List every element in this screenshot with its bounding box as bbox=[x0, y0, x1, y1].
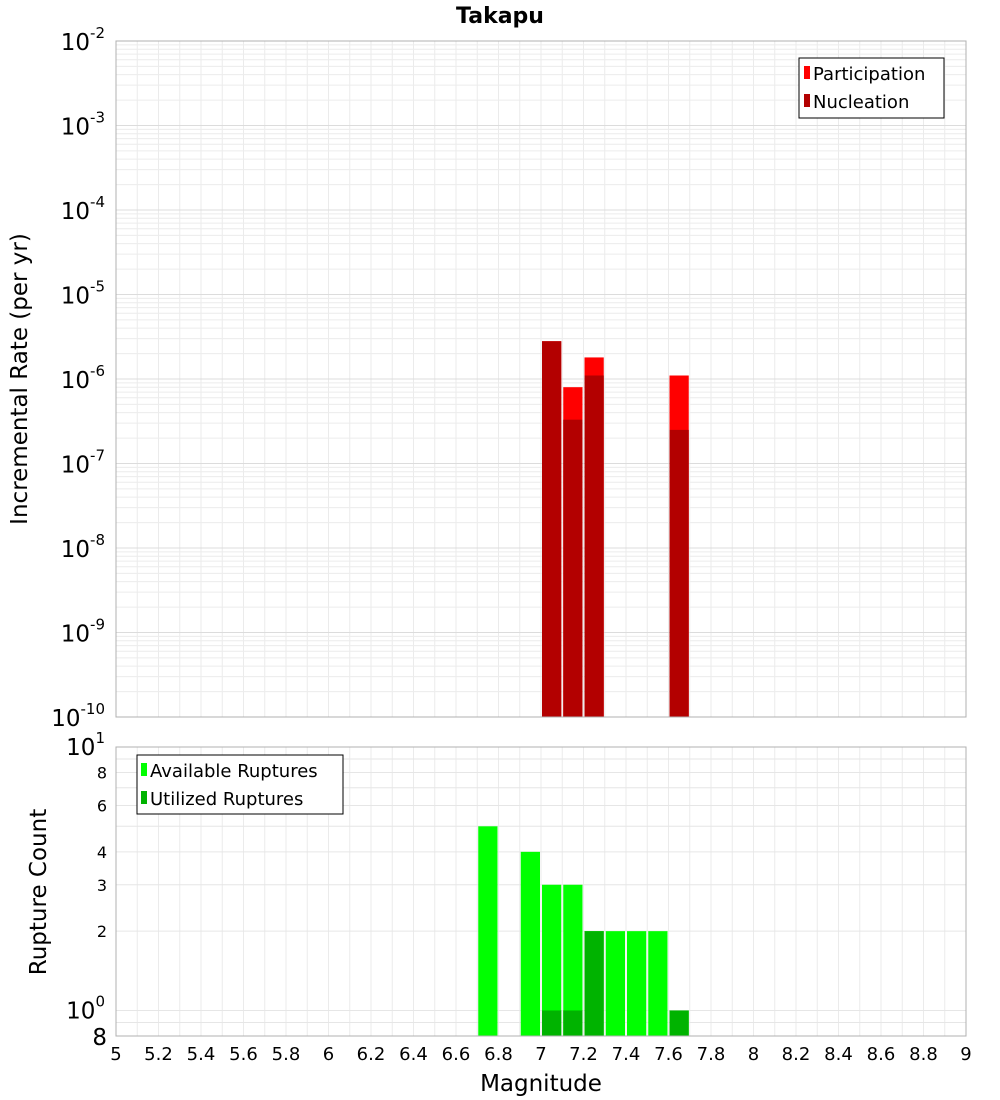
x-tick-label: 8.4 bbox=[824, 1044, 853, 1065]
bar-available-ruptures bbox=[648, 931, 668, 1036]
top-y-ticks: 10-10 10-9 10-8 10-7 10-6 10-5 10-4 10-3 10-2 bbox=[51, 24, 105, 732]
x-tick-label: 5.4 bbox=[187, 1044, 216, 1065]
x-axis-label: Magnitude bbox=[480, 1071, 602, 1097]
bottom-y-tick-label: 8 bbox=[92, 1025, 107, 1051]
bottom-bars bbox=[478, 826, 689, 1036]
top-bars bbox=[542, 341, 689, 717]
x-tick-label: 9 bbox=[960, 1044, 971, 1065]
legend-swatch-participation bbox=[804, 66, 810, 79]
top-plot-border bbox=[115, 40, 967, 718]
bottom-y-tick-label: 2 bbox=[97, 922, 107, 941]
bar-nucleation bbox=[542, 341, 562, 717]
x-tick-label: 6 bbox=[323, 1044, 334, 1065]
x-tick-label: 7.4 bbox=[612, 1044, 641, 1065]
bottom-legend-box bbox=[136, 754, 344, 815]
top-legend-box bbox=[798, 57, 945, 119]
legend-label-nucleation: Nucleation bbox=[813, 92, 909, 113]
legend-label-available: Available Ruptures bbox=[150, 761, 318, 782]
bar-available-ruptures bbox=[563, 884, 583, 1036]
top-y-tick-label: 10-10 bbox=[51, 700, 105, 732]
x-tick-label: 8.2 bbox=[782, 1044, 811, 1065]
bar-available-ruptures bbox=[478, 826, 498, 1036]
bar-utilized-ruptures bbox=[563, 1010, 583, 1036]
top-y-axis-label: Incremental Rate (per yr) bbox=[7, 233, 33, 525]
bottom-y-tick-label: 4 bbox=[97, 843, 107, 862]
x-tick-label: 6.2 bbox=[357, 1044, 386, 1065]
x-tick-label: 7.2 bbox=[569, 1044, 598, 1065]
bottom-y-tick-label: 3 bbox=[97, 876, 107, 895]
top-y-tick-label: 10-8 bbox=[61, 531, 105, 563]
x-ticks: 5 5.2 5.4 5.6 5.8 6 6.2 6.4 6.6 6.8 7 7.2 7.4 7.6 7.8 8… bbox=[110, 1044, 971, 1065]
x-tick-label: 8 bbox=[748, 1044, 759, 1065]
top-y-tick-label: 10-9 bbox=[61, 616, 105, 648]
bar-available-ruptures bbox=[627, 931, 647, 1036]
bottom-legend: Available Ruptures Utilized Ruptures bbox=[136, 754, 344, 815]
bar-utilized-ruptures bbox=[584, 931, 604, 1036]
bottom-y-tick-label: 6 bbox=[97, 796, 107, 815]
bottom-y-tick-label: 8 bbox=[97, 764, 107, 783]
bar-nucleation bbox=[584, 375, 604, 717]
x-tick-label: 5.2 bbox=[144, 1044, 173, 1065]
bar-nucleation bbox=[563, 419, 583, 717]
bar-available-ruptures bbox=[605, 931, 625, 1036]
x-tick-label: 6.6 bbox=[442, 1044, 471, 1065]
legend-swatch-available bbox=[141, 763, 147, 776]
legend-swatch-nucleation bbox=[804, 94, 810, 107]
bar-utilized-ruptures bbox=[542, 1010, 562, 1036]
bottom-plot-border bbox=[115, 746, 967, 1037]
legend-label-utilized: Utilized Ruptures bbox=[150, 789, 303, 810]
top-y-tick-label: 10-7 bbox=[61, 447, 105, 479]
x-tick-label: 7.8 bbox=[697, 1044, 726, 1065]
top-y-tick-label: 10-6 bbox=[61, 362, 105, 394]
top-y-tick-label: 10-5 bbox=[61, 278, 105, 310]
x-tick-label: 8.8 bbox=[909, 1044, 938, 1065]
chart-title: Takapu bbox=[456, 4, 544, 29]
x-tick-label: 6.8 bbox=[484, 1044, 513, 1065]
top-legend: Participation Nucleation bbox=[798, 57, 945, 119]
bar-available-ruptures bbox=[520, 851, 540, 1036]
x-tick-label: 5.6 bbox=[229, 1044, 258, 1065]
x-tick-label: 5 bbox=[110, 1044, 121, 1065]
x-tick-label: 8.6 bbox=[867, 1044, 896, 1065]
bar-utilized-ruptures bbox=[669, 1010, 689, 1036]
legend-swatch-utilized bbox=[141, 791, 147, 804]
x-tick-label: 6.4 bbox=[399, 1044, 428, 1065]
top-panel: 10-10 10-9 10-8 10-7 10-6 10-5 10-4 10-3 10-2 In… bbox=[7, 24, 967, 732]
bar-available-ruptures bbox=[542, 884, 562, 1036]
legend-label-participation: Participation bbox=[813, 64, 925, 85]
top-y-tick-label: 10-4 bbox=[61, 193, 105, 225]
x-tick-label: 7.6 bbox=[654, 1044, 683, 1065]
bottom-y-tick-label: 101 bbox=[66, 729, 105, 761]
x-tick-label: 5.8 bbox=[272, 1044, 301, 1065]
bottom-y-tick-label: 100 bbox=[66, 992, 105, 1024]
top-y-tick-label: 10-2 bbox=[61, 24, 105, 56]
top-gridlines bbox=[115, 41, 967, 718]
bottom-y-axis-label: Rupture Count bbox=[26, 809, 52, 975]
bar-nucleation bbox=[669, 429, 689, 717]
x-tick-label: 7 bbox=[535, 1044, 546, 1065]
top-y-tick-label: 10-3 bbox=[61, 109, 105, 141]
